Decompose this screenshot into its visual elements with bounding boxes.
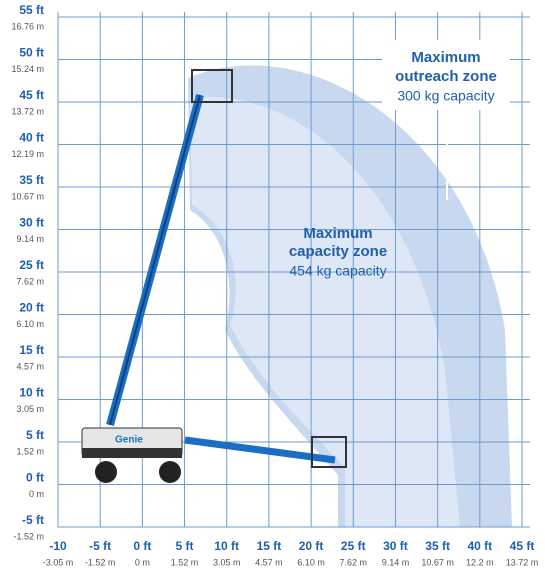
x-label-ft: 25 ft: [341, 539, 366, 553]
wheel: [95, 461, 117, 483]
brand: Genie: [115, 435, 143, 446]
x-label-m: 1.52 m: [171, 557, 199, 567]
callout-box: [382, 40, 510, 110]
x-label-m: 12.2 m: [466, 557, 494, 567]
y-label-ft: 40 ft: [19, 131, 44, 145]
x-label-ft: -10: [49, 539, 67, 553]
y-label-ft: 25 ft: [19, 258, 44, 272]
chassis-base: [82, 448, 182, 458]
y-label-ft: 45 ft: [19, 88, 44, 102]
zone-title: outreach zone: [395, 68, 497, 85]
y-label-m: 13.72 m: [11, 106, 44, 116]
x-label-ft: 30 ft: [383, 539, 408, 553]
y-label-m: 9.14 m: [16, 234, 44, 244]
zone-title: Maximum: [411, 49, 480, 66]
x-label-m: -3.05 m: [43, 557, 74, 567]
y-label-ft: 10 ft: [19, 386, 44, 400]
y-label-ft: 0 ft: [26, 471, 44, 485]
y-label-ft: 15 ft: [19, 343, 44, 357]
y-label-m: 1.52 m: [16, 446, 44, 456]
x-label-ft: 5 ft: [176, 539, 194, 553]
x-label-ft: 10 ft: [214, 539, 239, 553]
zone-title: capacity zone: [289, 243, 387, 260]
upper-platform: [191, 69, 233, 103]
x-label-m: -1.52 m: [85, 557, 116, 567]
x-label-ft: -5 ft: [89, 539, 111, 553]
wheel: [159, 461, 181, 483]
y-label-m: 6.10 m: [16, 319, 44, 329]
y-label-ft: 35 ft: [19, 173, 44, 187]
y-label-m: 4.57 m: [16, 361, 44, 371]
y-label-m: 12.19 m: [11, 149, 44, 159]
y-label-ft: 20 ft: [19, 301, 44, 315]
y-label-ft: 30 ft: [19, 216, 44, 230]
x-label-m: 10.67 m: [421, 557, 454, 567]
boom-edge: [109, 94, 201, 426]
x-label-m: 4.57 m: [255, 557, 283, 567]
lower-platform: [311, 436, 347, 468]
y-label-ft: 55 ft: [19, 3, 44, 17]
y-label-m: 7.62 m: [16, 276, 44, 286]
y-label-m: -1.52 m: [13, 531, 44, 541]
y-label-ft: -5 ft: [22, 513, 44, 527]
x-label-m: 0 m: [135, 557, 150, 567]
zone-capacity: 300 kg capacity: [397, 88, 494, 104]
y-label-m: 15.24 m: [11, 64, 44, 74]
y-label-ft: 50 ft: [19, 46, 44, 60]
x-label-ft: 35 ft: [425, 539, 450, 553]
zone-capacity: 454 kg capacity: [289, 263, 386, 279]
x-label-m: 9.14 m: [382, 557, 410, 567]
capacity-zone: [190, 96, 460, 527]
lower-boom: [184, 436, 336, 464]
y-label-m: 10.67 m: [11, 191, 44, 201]
x-label-m: 7.62 m: [340, 557, 368, 567]
y-label-m: 16.76 m: [11, 21, 44, 31]
lift: Genie: [81, 69, 347, 483]
x-label-m: 13.72 m: [506, 557, 539, 567]
x-label-ft: 15 ft: [257, 539, 282, 553]
x-label-ft: 40 ft: [467, 539, 492, 553]
y-label-m: 3.05 m: [16, 404, 44, 414]
x-label-m: 6.10 m: [297, 557, 325, 567]
x-label-ft: 20 ft: [299, 539, 324, 553]
y-label-m: 0 m: [29, 489, 44, 499]
x-label-m: 3.05 m: [213, 557, 241, 567]
x-label-ft: 45 ft: [510, 539, 535, 553]
y-label-ft: 5 ft: [26, 428, 44, 442]
x-label-ft: 0 ft: [133, 539, 151, 553]
zone-title: Maximum: [303, 225, 372, 242]
